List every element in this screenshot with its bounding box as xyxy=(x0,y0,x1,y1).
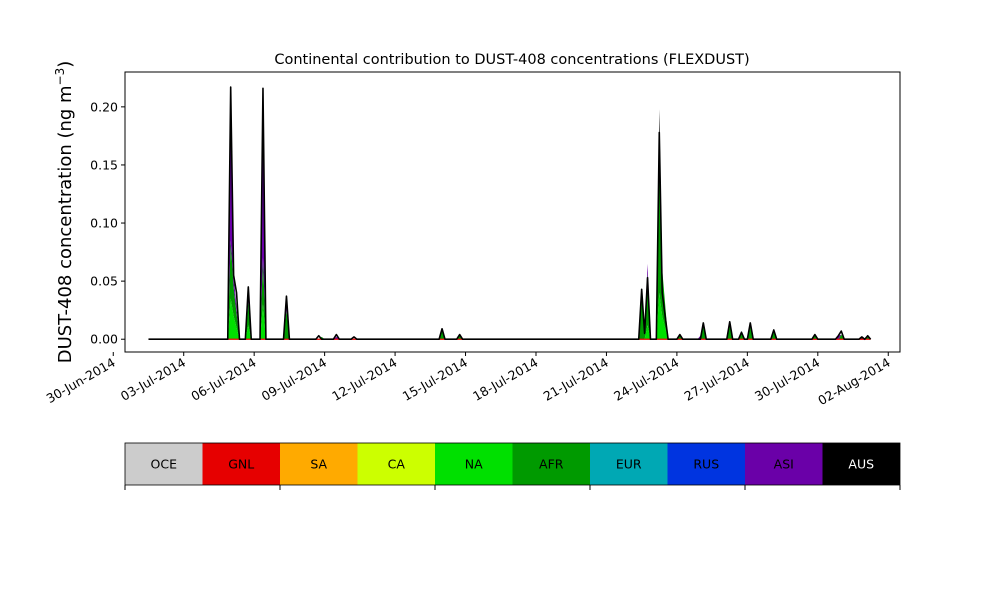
y-axis-label-end: ) xyxy=(55,61,76,68)
legend-label-eur: EUR xyxy=(616,457,642,472)
legend-label-sa: SA xyxy=(310,457,327,472)
plot-frame xyxy=(124,71,901,353)
legend-label-ca: CA xyxy=(388,457,406,472)
legend-swatch-sa xyxy=(280,443,358,485)
y-axis: 0.00 0.05 0.10 0.15 0.20 xyxy=(90,99,125,347)
legend-swatch-aus xyxy=(822,443,900,485)
total-outline-line xyxy=(148,86,872,341)
y-tick-label: 0.20 xyxy=(90,99,118,114)
y-tick-label: 0.00 xyxy=(90,332,118,347)
legend-swatch-rus xyxy=(667,443,745,485)
y-axis-label-superscript: −3 xyxy=(53,68,67,86)
legend-label-rus: RUS xyxy=(693,457,719,472)
legend-frame xyxy=(124,442,901,486)
y-tick-label: 0.05 xyxy=(90,274,118,289)
legend-label-afr: AFR xyxy=(539,457,564,472)
y-axis-label-main: DUST-408 concentration (ng m xyxy=(55,85,76,363)
legend-swatch-na xyxy=(435,443,513,485)
legend-swatch-gnl xyxy=(202,443,280,485)
legend-label-asi: ASI xyxy=(774,457,794,472)
legend-swatch-afr xyxy=(512,443,590,485)
legend-label-oce: OCE xyxy=(151,457,178,472)
legend-swatch-eur xyxy=(590,443,668,485)
legend-colorbar: OCE GNL SA CA NA AFR EUR RUS ASI AUS xyxy=(124,442,901,490)
plot-area xyxy=(148,86,872,341)
legend-label-na: NA xyxy=(465,457,483,472)
legend-swatch-ca xyxy=(357,443,435,485)
legend-label-aus: AUS xyxy=(848,457,874,472)
legend-label-gnl: GNL xyxy=(228,457,254,472)
chart-title: Continental contribution to DUST-408 con… xyxy=(274,52,749,68)
y-tick-label: 0.15 xyxy=(90,157,118,172)
legend-swatch-oce xyxy=(125,443,203,485)
y-tick-label: 0.10 xyxy=(90,216,118,231)
legend-swatch-asi xyxy=(745,443,823,485)
y-axis-label: DUST-408 concentration (ng m−3) xyxy=(53,61,76,364)
